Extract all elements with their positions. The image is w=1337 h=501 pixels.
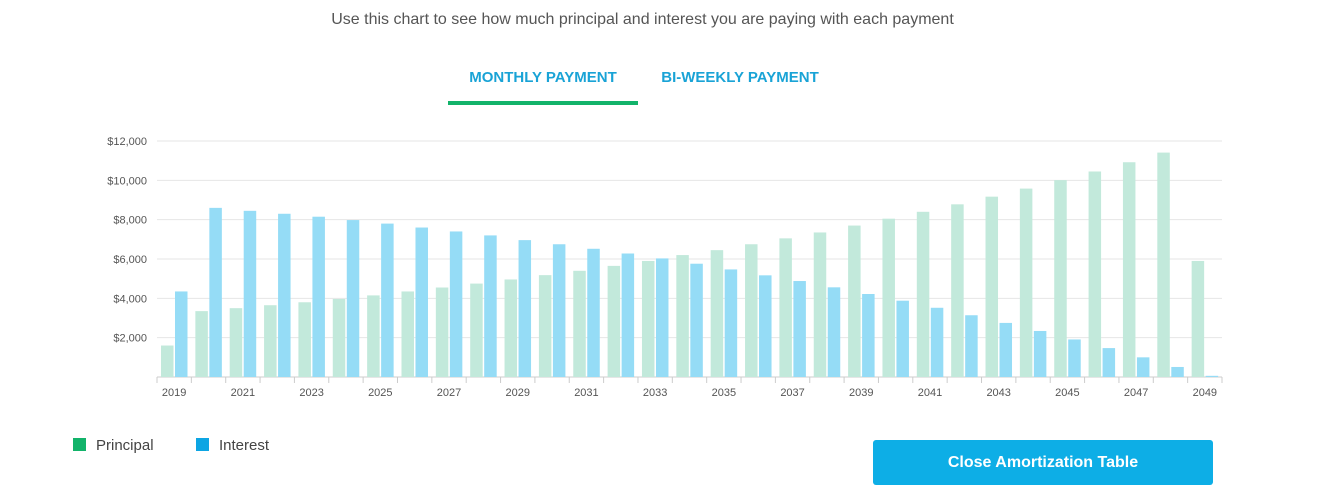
y-tick-label: $6,000 <box>113 254 147 266</box>
interest-bar <box>1171 366 1184 377</box>
close-amortization-button[interactable]: Close Amortization Table <box>873 440 1213 485</box>
x-tick-label: 2041 <box>918 387 942 399</box>
principal-bar <box>985 196 999 377</box>
interest-bar <box>724 269 738 377</box>
interest-bar <box>278 213 291 377</box>
interest-bar <box>518 240 532 377</box>
interest-bar <box>587 248 600 377</box>
principal-bar <box>710 250 724 377</box>
interest-bar <box>415 227 428 377</box>
interest-bar <box>243 210 257 377</box>
legend-item-interest[interactable]: Interest <box>196 437 269 454</box>
x-tick-label: 2029 <box>505 387 529 399</box>
principal-bar <box>916 211 930 377</box>
interest-swatch <box>196 438 209 451</box>
principal-bar <box>1088 171 1102 377</box>
y-tick-label: $8,000 <box>113 215 147 227</box>
principal-bar <box>367 295 380 377</box>
principal-bar <box>264 305 277 377</box>
principal-bar <box>1054 180 1067 377</box>
interest-bar <box>312 216 325 377</box>
y-tick-label: $10,000 <box>107 175 147 187</box>
tab-biweekly-label: BI-WEEKLY PAYMENT <box>661 69 819 86</box>
x-tick-label: 2023 <box>299 387 323 399</box>
x-tick-label: 2039 <box>849 387 873 399</box>
principal-bar <box>607 265 621 377</box>
principal-bar <box>504 279 518 377</box>
interest-bar <box>346 220 360 377</box>
principal-bar <box>676 255 689 377</box>
principal-bar <box>332 298 346 377</box>
principal-bar <box>1191 260 1205 377</box>
interest-bar <box>930 307 944 377</box>
interest-bar <box>209 207 222 377</box>
principal-bar <box>161 345 174 377</box>
interest-bar <box>655 258 669 377</box>
principal-bar <box>745 244 758 377</box>
interest-bar <box>1068 339 1081 377</box>
y-tick-label: $2,000 <box>113 333 147 345</box>
principal-swatch <box>73 438 86 451</box>
x-tick-label: 2025 <box>368 387 392 399</box>
principal-bar <box>882 218 895 377</box>
interest-bar <box>690 263 703 377</box>
chart-intro-text: Use this chart to see how much principal… <box>331 11 954 28</box>
interest-bar <box>449 231 463 377</box>
x-tick-label: 2027 <box>437 387 461 399</box>
interest-bar <box>965 315 978 377</box>
legend-label-interest: Interest <box>219 437 270 454</box>
interest-bar <box>999 322 1013 377</box>
interest-bar <box>175 291 188 377</box>
principal-bar <box>470 283 483 377</box>
interest-bar <box>827 287 841 377</box>
x-tick-label: 2049 <box>1193 387 1217 399</box>
x-tick-label: 2031 <box>574 387 598 399</box>
interest-bar <box>1136 357 1150 377</box>
principal-bar <box>538 275 552 377</box>
principal-bar <box>779 238 792 377</box>
interest-bar <box>621 253 635 377</box>
interest-bar <box>1033 330 1047 377</box>
principal-bar <box>641 260 655 377</box>
x-tick-label: 2033 <box>643 387 667 399</box>
interest-bar <box>1102 348 1116 377</box>
tab-monthly-label: MONTHLY PAYMENT <box>469 69 617 86</box>
x-tick-label: 2037 <box>780 387 804 399</box>
interest-bar <box>793 281 806 377</box>
interest-bar <box>381 223 394 377</box>
interest-bar <box>484 235 497 377</box>
x-tick-label: 2045 <box>1055 387 1079 399</box>
principal-bar <box>1019 188 1033 377</box>
principal-bar <box>298 302 311 377</box>
interest-bar <box>1205 375 1219 377</box>
interest-bar <box>862 294 875 377</box>
legend-item-principal[interactable]: Principal <box>73 437 154 454</box>
interest-bar <box>896 300 909 377</box>
principal-bar <box>573 270 586 377</box>
x-tick-label: 2019 <box>162 387 186 399</box>
principal-bar <box>229 308 243 377</box>
principal-bar <box>1157 152 1170 377</box>
interest-bar <box>552 244 566 377</box>
x-tick-label: 2047 <box>1124 387 1148 399</box>
x-tick-label: 2043 <box>986 387 1010 399</box>
principal-bar <box>1122 162 1136 377</box>
amortization-chart: $2,000 $4,000 $6,000 $8,000 $10,000 $12,000 20… <box>107 136 1223 399</box>
y-tick-label: $12,000 <box>107 136 147 148</box>
x-tick-label: 2035 <box>712 387 736 399</box>
tab-biweekly-payment[interactable]: BI-WEEKLY PAYMENT <box>650 67 830 105</box>
principal-bar <box>195 311 208 377</box>
principal-bar <box>435 287 449 377</box>
principal-bar <box>848 225 861 377</box>
principal-bar <box>401 291 414 377</box>
principal-bar <box>813 232 827 377</box>
tab-monthly-payment[interactable]: MONTHLY PAYMENT <box>448 67 638 105</box>
legend-label-principal: Principal <box>96 437 154 454</box>
x-tick-label: 2021 <box>231 387 255 399</box>
interest-bar <box>759 275 772 377</box>
y-tick-label: $4,000 <box>113 293 147 305</box>
principal-bar <box>951 204 964 377</box>
